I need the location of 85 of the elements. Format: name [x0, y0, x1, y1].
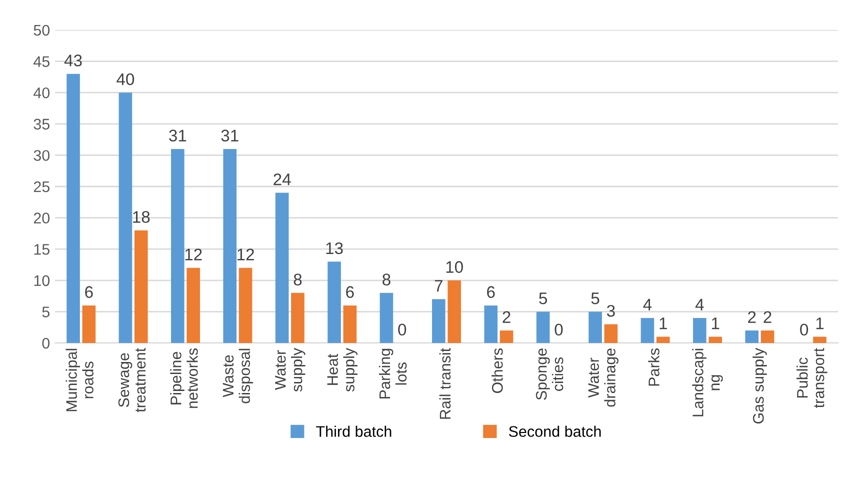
y-tick-label: 5 — [42, 306, 50, 318]
data-label: 1 — [712, 318, 720, 330]
data-label: 13 — [326, 242, 343, 254]
x-tick-label: Landscapi ng — [692, 348, 723, 416]
y-tick-label: 40 — [34, 87, 50, 98]
y-tick-label: 50 — [34, 24, 50, 36]
legend-label: Second batch — [508, 426, 601, 437]
x-tick-label: Gas supply — [752, 348, 767, 424]
bar — [223, 148, 237, 343]
bar — [693, 318, 706, 343]
bar — [432, 299, 446, 343]
bar — [536, 312, 550, 343]
bar — [484, 305, 498, 343]
y-tick-label: 45 — [34, 56, 50, 67]
bar — [134, 230, 148, 343]
x-tick-label: Waste disposal — [222, 348, 254, 404]
y-tick-label: 25 — [34, 181, 50, 192]
legend-label: Third batch — [316, 426, 392, 437]
x-tick-label: Others — [492, 348, 503, 393]
data-label: 1 — [660, 318, 667, 330]
y-tick-label: 30 — [34, 150, 50, 161]
x-tick-label: Water supply — [275, 348, 306, 392]
bar — [604, 324, 618, 343]
bar — [760, 330, 774, 343]
x-tick-label: Sponge cities — [536, 348, 564, 400]
x-tick-label: Sewage treatment — [118, 348, 146, 412]
bar — [380, 292, 394, 343]
x-tick-label: Parks — [648, 348, 660, 386]
bar — [588, 312, 602, 343]
data-label: 1 — [816, 318, 824, 330]
bar — [343, 305, 357, 343]
y-tick-label: 15 — [34, 244, 50, 255]
bar — [291, 292, 304, 343]
bar — [448, 280, 461, 343]
bar — [118, 92, 132, 343]
x-tick-label: Pipeline networks — [170, 348, 198, 408]
data-label: 6 — [346, 286, 354, 298]
y-tick-label: 0 — [42, 338, 50, 349]
data-label: 31 — [169, 130, 186, 142]
y-tick-label: 10 — [34, 275, 50, 286]
data-label: 4 — [695, 298, 704, 310]
bar — [171, 148, 184, 343]
data-label: 43 — [64, 54, 82, 66]
x-tick-label: Water drainage — [588, 348, 618, 407]
bar — [500, 330, 514, 343]
data-label: 5 — [591, 292, 600, 304]
data-label: 31 — [221, 130, 238, 142]
data-label: 7 — [434, 280, 442, 292]
data-label: 12 — [185, 248, 202, 260]
data-label: 40 — [116, 73, 134, 86]
data-label: 8 — [294, 274, 302, 286]
bar — [813, 336, 826, 343]
bar — [656, 336, 670, 343]
data-label: 18 — [133, 211, 150, 223]
data-label: 12 — [238, 248, 254, 260]
bar — [708, 336, 722, 343]
bar — [640, 318, 654, 343]
data-label: 2 — [748, 311, 756, 323]
data-label: 5 — [539, 292, 548, 304]
data-label: 0 — [800, 324, 808, 336]
data-label: 0 — [554, 324, 563, 336]
bar — [186, 268, 200, 343]
data-label: 24 — [274, 173, 291, 186]
data-label: 6 — [487, 286, 495, 298]
data-label: 10 — [446, 261, 463, 273]
data-label: 4 — [643, 298, 652, 310]
data-label: 8 — [382, 274, 390, 286]
data-label: 6 — [85, 286, 93, 298]
data-label: 2 — [764, 311, 772, 323]
x-tick-label: Municipal roads — [66, 348, 94, 412]
bar — [328, 262, 341, 343]
x-tick-label: Public transport — [796, 348, 828, 408]
bar — [238, 268, 252, 343]
y-tick-label: 20 — [34, 212, 50, 224]
data-label: 0 — [398, 324, 406, 336]
y-tick-label: 35 — [34, 118, 50, 130]
bar — [275, 192, 289, 343]
data-label: 2 — [502, 311, 510, 323]
bar — [66, 74, 80, 343]
x-tick-label: Rail transit — [439, 348, 451, 419]
x-tick-label: Parking lots — [378, 348, 407, 398]
bar — [745, 330, 759, 343]
x-tick-label: Heat supply — [327, 348, 358, 392]
bar — [82, 305, 96, 343]
data-label: 3 — [606, 304, 615, 317]
